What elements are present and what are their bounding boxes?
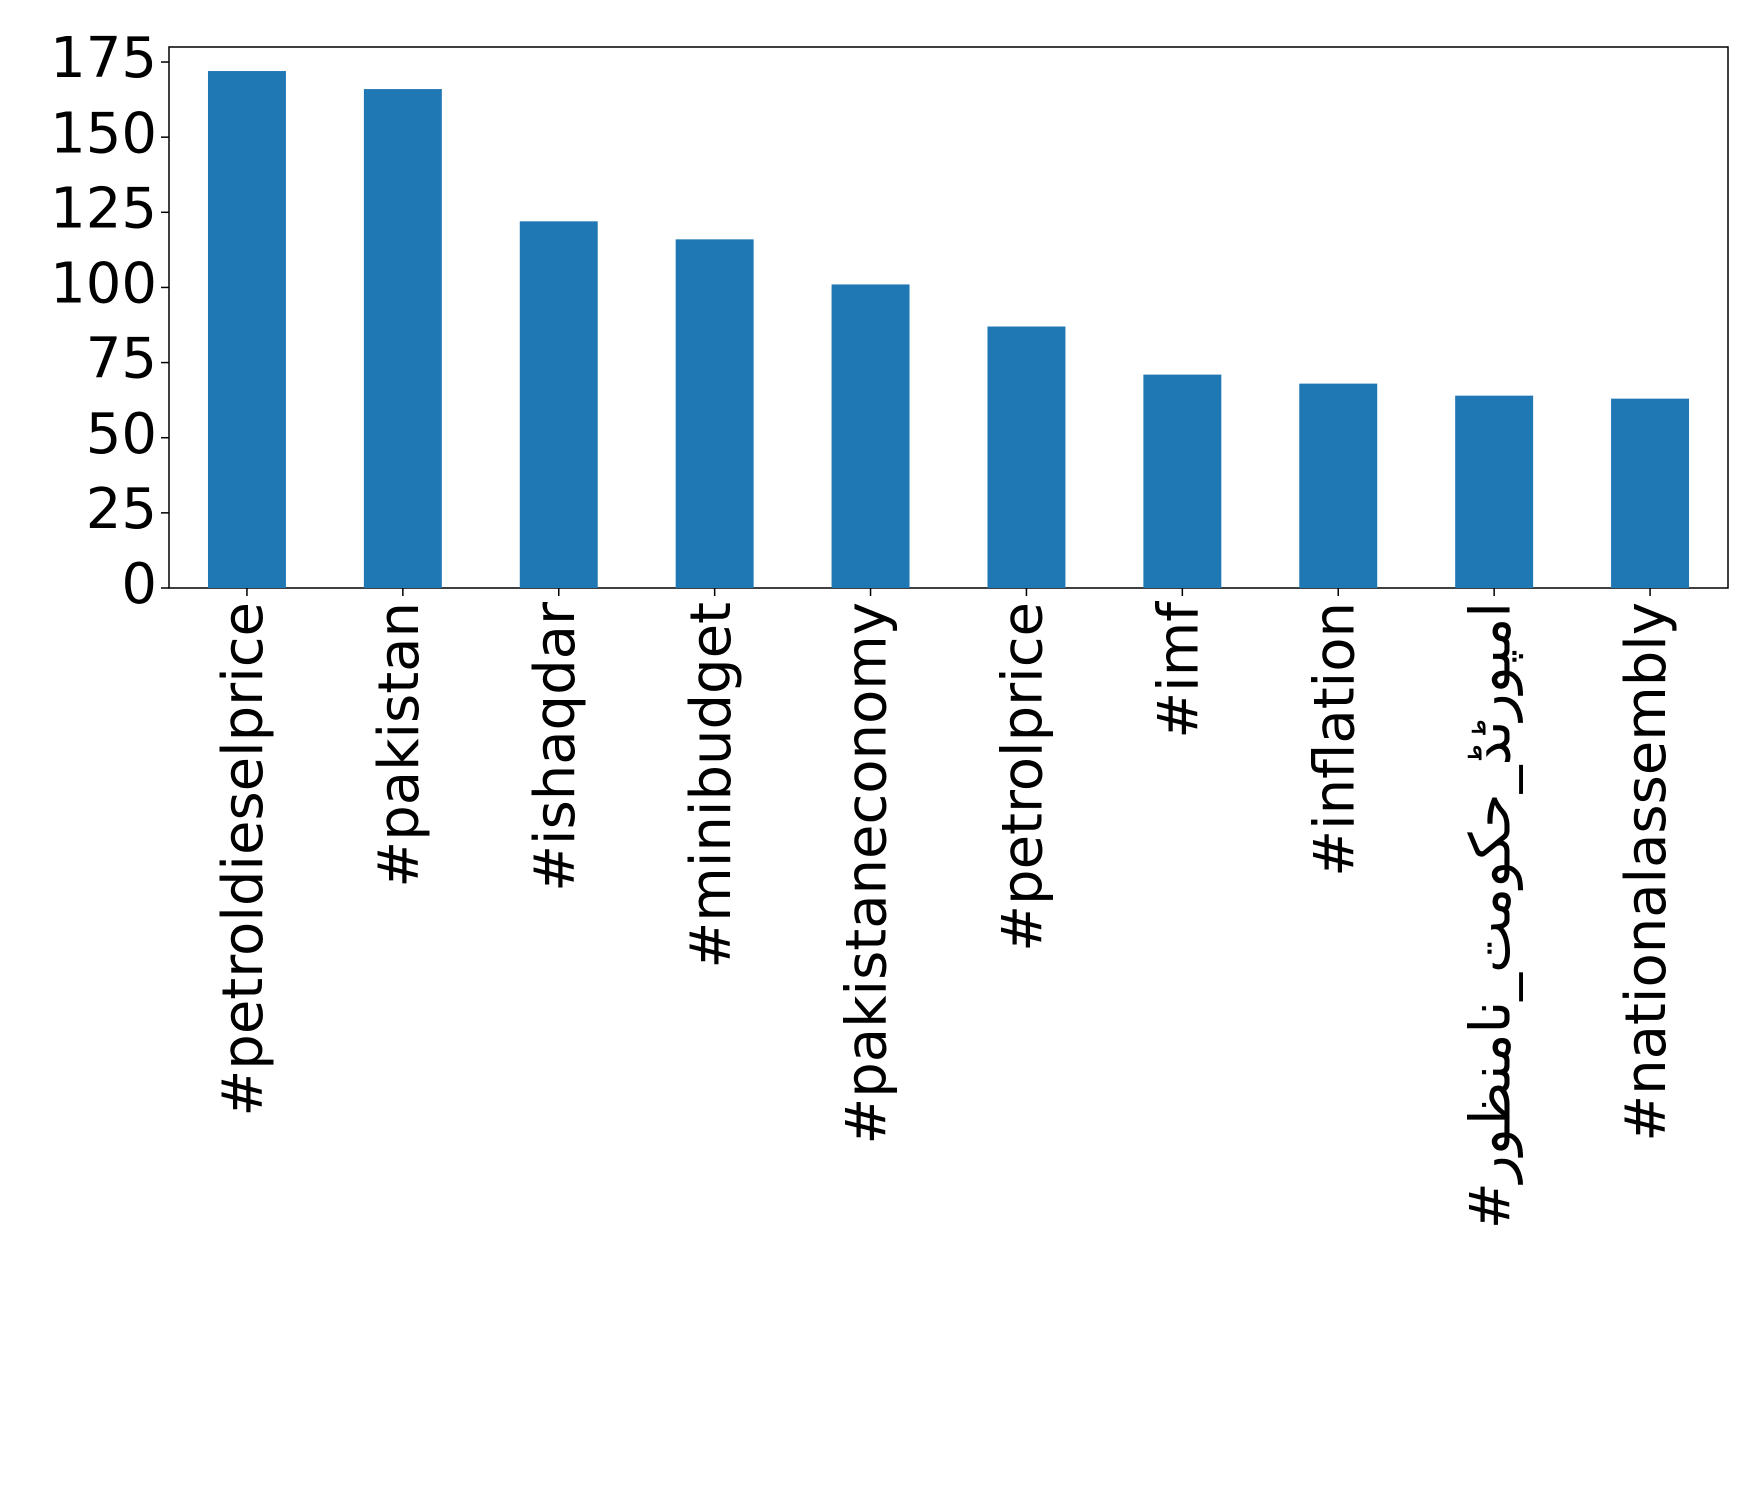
bar [519, 221, 598, 589]
bar [1299, 383, 1378, 588]
y-tick-label: 125 [50, 176, 157, 241]
y-tick-label: 50 [86, 402, 157, 467]
y-tick-label: 150 [50, 101, 157, 166]
x-tick-label: #inflation [1302, 602, 1367, 877]
y-tick-label: 25 [86, 477, 157, 542]
bar [363, 89, 442, 589]
x-tick-label: #minibudget [679, 602, 744, 969]
y-tick-label: 0 [121, 552, 157, 617]
y-tick-label: 175 [50, 26, 157, 91]
bar [1611, 398, 1690, 588]
bar [1143, 374, 1222, 588]
x-tick-label: #imf [1146, 601, 1211, 739]
x-tick-label: #ishaqdar [523, 601, 588, 892]
y-tick-label: 75 [86, 327, 157, 392]
bar [987, 326, 1066, 588]
x-tick-label: #امپورٹڈ_حکومت_نامنظور [1458, 602, 1523, 1229]
bar [1455, 395, 1534, 588]
x-tick-label: #nationalassembly [1614, 602, 1679, 1142]
y-tick-label: 100 [50, 252, 157, 317]
bar [831, 284, 910, 588]
plot-frame [168, 46, 1729, 589]
bar [207, 71, 286, 589]
x-tick-label: #petroldieselprice [211, 602, 276, 1117]
x-tick-label: #pakistaneconomy [835, 602, 900, 1145]
x-tick-label: #petrolprice [991, 602, 1056, 952]
x-tick-label: #pakistan [367, 602, 432, 888]
bar [675, 239, 754, 588]
